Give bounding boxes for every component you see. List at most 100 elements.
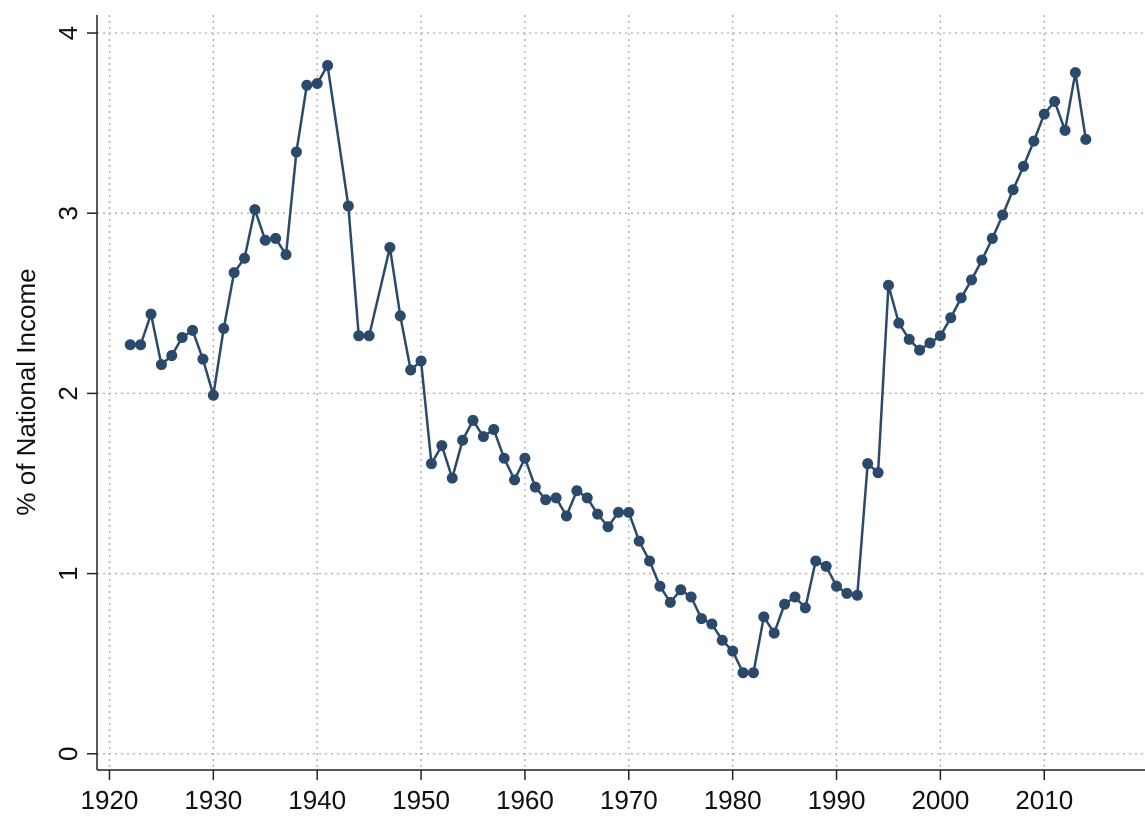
data-point (623, 506, 635, 518)
data-point (727, 645, 739, 657)
data-point (934, 330, 946, 342)
data-point (207, 389, 219, 401)
data-point (166, 350, 178, 362)
data-point (1007, 184, 1019, 196)
data-point (145, 308, 157, 320)
data-point (270, 232, 282, 244)
data-line (130, 61, 1088, 674)
data-point (436, 440, 448, 452)
data-point (571, 485, 583, 497)
data-point (498, 452, 510, 464)
data-point (342, 200, 354, 212)
data-point (581, 492, 593, 504)
data-point (249, 204, 261, 216)
data-point (280, 249, 292, 261)
data-point (872, 467, 884, 479)
data-point (914, 344, 926, 356)
data-point (799, 602, 811, 614)
data-point (695, 613, 707, 625)
data-point (966, 274, 978, 286)
data-point (1038, 108, 1050, 120)
data-point (831, 580, 843, 592)
data-point (124, 339, 136, 351)
data-point (747, 667, 759, 679)
data-point (893, 317, 905, 329)
data-point (259, 234, 271, 246)
y-tick-label: 1 (53, 566, 83, 580)
x-tick-label: 2010 (1015, 785, 1073, 815)
data-point (301, 79, 313, 91)
data-point (851, 589, 863, 601)
data-point (550, 492, 562, 504)
data-point (820, 560, 832, 572)
data-point (467, 414, 479, 426)
data-point (560, 510, 572, 522)
x-tick-label: 1970 (600, 785, 658, 815)
data-point (519, 452, 531, 464)
data-point (685, 591, 697, 603)
x-tick-label: 1930 (184, 785, 242, 815)
data-point (737, 667, 749, 679)
data-point (924, 337, 936, 349)
data-point (955, 292, 967, 304)
data-point (654, 580, 666, 592)
data-point (135, 339, 147, 351)
x-tick-label: 1950 (392, 785, 450, 815)
x-tick-label: 1990 (808, 785, 866, 815)
data-point (675, 584, 687, 596)
data-point (477, 431, 489, 443)
data-point (664, 596, 676, 608)
y-tick-label: 2 (53, 386, 83, 400)
data-point (446, 472, 458, 484)
x-tick-label: 1940 (288, 785, 346, 815)
data-point (779, 598, 791, 610)
data-point (228, 267, 240, 279)
data-point (810, 555, 822, 567)
data-point (644, 555, 656, 567)
data-point (322, 59, 334, 71)
data-point (862, 458, 874, 470)
data-point (716, 634, 728, 646)
data-point (405, 364, 417, 376)
data-point (457, 434, 469, 446)
y-tick-label: 0 (53, 747, 83, 761)
data-point (384, 241, 396, 253)
data-point (540, 494, 552, 506)
data-point (394, 310, 406, 322)
y-axis-label: % of National Income (11, 268, 41, 515)
x-tick-label: 1980 (704, 785, 762, 815)
data-point (1080, 133, 1092, 145)
x-tick-label: 1960 (496, 785, 554, 815)
data-point (176, 332, 188, 344)
x-tick-label: 2000 (911, 785, 969, 815)
data-point (602, 521, 614, 533)
data-point (218, 323, 230, 335)
data-point (290, 146, 302, 158)
data-point (758, 611, 770, 623)
data-point (488, 423, 500, 435)
y-tick-label: 4 (53, 26, 83, 40)
data-point (1049, 95, 1061, 107)
data-point (1028, 135, 1040, 147)
data-point (882, 279, 894, 291)
data-point (155, 359, 167, 371)
data-point (187, 324, 199, 336)
data-point (238, 252, 250, 264)
data-point (592, 508, 604, 520)
data-point (903, 333, 915, 345)
data-point (997, 209, 1009, 221)
data-point (1059, 124, 1071, 136)
data-point (1017, 160, 1029, 172)
data-point (353, 330, 365, 342)
data-point (415, 355, 427, 367)
data-point (986, 232, 998, 244)
data-point (509, 474, 521, 486)
data-point (529, 481, 541, 493)
x-tick-label: 1920 (81, 785, 139, 815)
y-tick-label: 3 (53, 206, 83, 220)
data-point (841, 587, 853, 599)
data-point (976, 254, 988, 266)
data-point (363, 330, 375, 342)
data-point (945, 312, 957, 324)
